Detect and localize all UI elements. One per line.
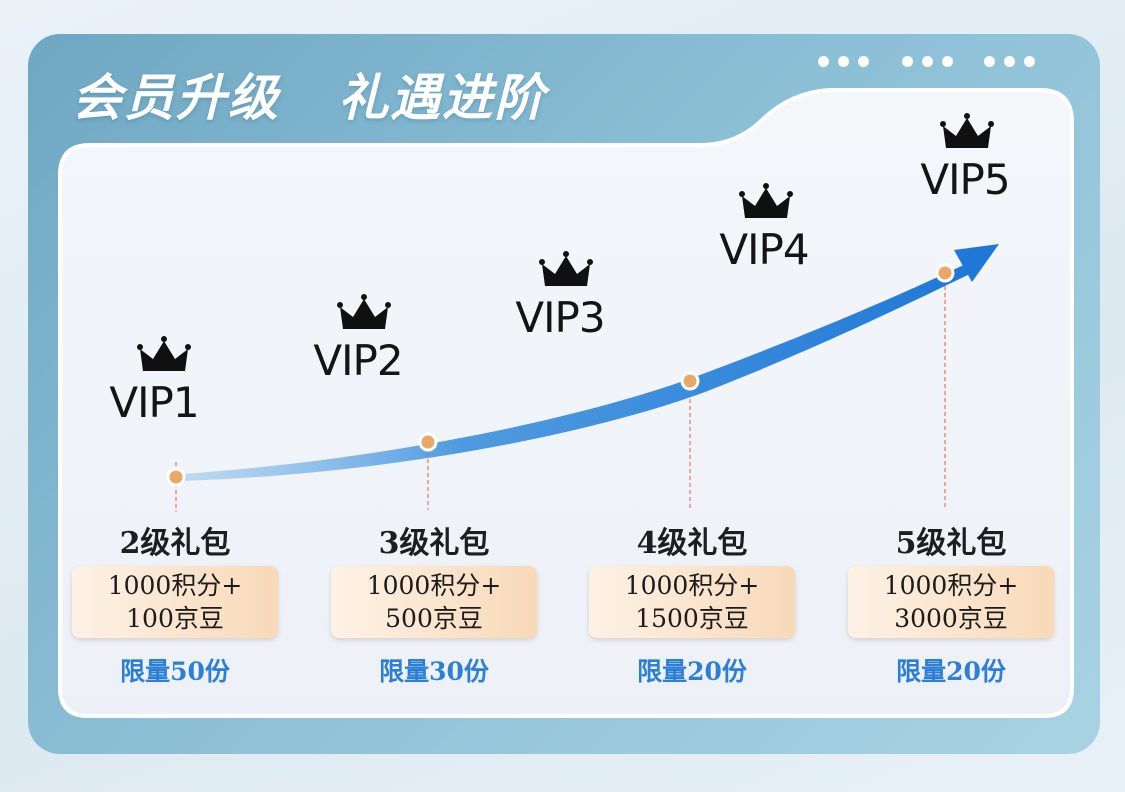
gift-points: 1000积分+ [107,571,243,600]
crown-icon [739,183,793,218]
gift-points: 1000积分+ [366,571,502,600]
gift-title: 2级礼包 [119,526,231,561]
gift-beans: 3000京豆 [894,604,1008,633]
gift-beans: 100京豆 [126,604,224,633]
crown-icon [337,294,391,329]
gift-box: 1000积分+ 500京豆 [331,566,537,638]
gift-limit: 限量30份 [379,657,489,686]
gift-title: 4级礼包 [636,526,748,561]
gift-beans: 500京豆 [385,604,483,633]
gift-title: 3级礼包 [378,526,490,561]
vip-level-label: VIP3 [515,293,605,342]
crown-icon [137,336,191,371]
gift-beans: 1500京豆 [635,604,749,633]
crown-icon [940,113,994,148]
crown-icon [539,251,593,286]
gift-limit: 限量20份 [896,657,1006,686]
page-title: 会员升级 礼遇进阶 [72,69,547,127]
gift-box: 1000积分+ 1500京豆 [589,566,795,638]
gift-box: 1000积分+ 3000京豆 [848,566,1054,638]
gift-limit: 限量50份 [120,657,230,686]
vip-level-label: VIP5 [920,155,1010,204]
gift-points: 1000积分+ [883,571,1019,600]
vip-level-label: VIP4 [719,225,809,274]
gift-limit: 限量20份 [637,657,747,686]
level-nodes [166,263,955,487]
content-panel [58,88,1074,718]
gift-points: 1000积分+ [624,571,760,600]
gift-title: 5级礼包 [895,526,1007,561]
gift-box: 1000积分+ 100京豆 [72,566,278,638]
growth-arrow-head [954,244,999,282]
vip-level-label: VIP2 [313,336,403,385]
vip-level-label: VIP1 [109,378,199,427]
